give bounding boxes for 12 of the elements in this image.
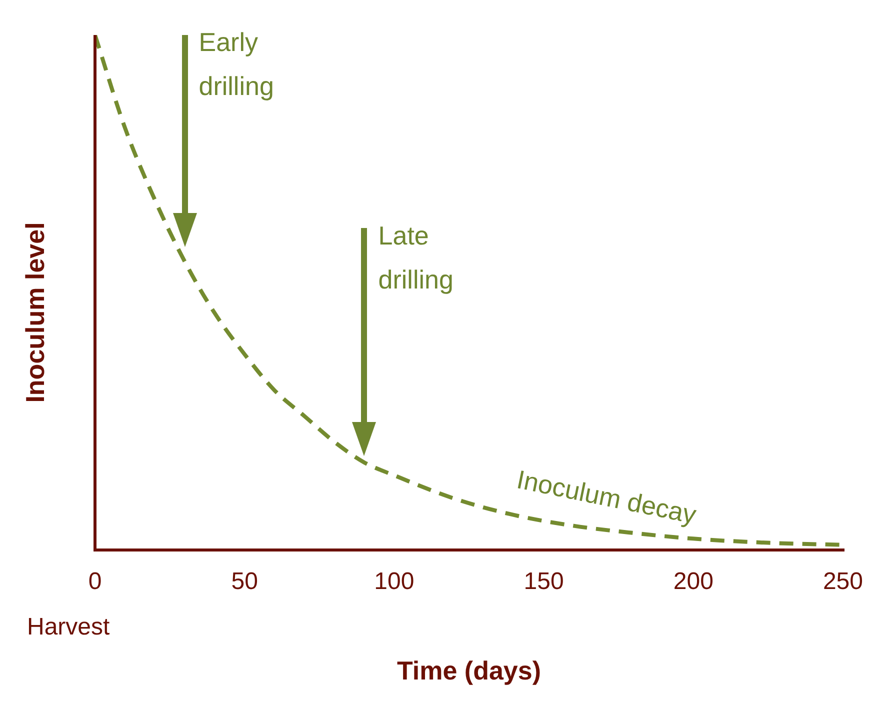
annotation: Late drilling	[378, 220, 454, 294]
x-axis-title: Time (days)	[396, 656, 541, 686]
text: Harvest	[27, 614, 110, 641]
x-tick-label: 250	[822, 568, 863, 596]
x-tick-label: 200	[673, 568, 714, 596]
x-tick-label: 50	[231, 568, 258, 596]
annotation: Inoculum decay	[514, 464, 699, 530]
y-axis-title: Inoculum level	[20, 222, 50, 403]
annotation: Early drilling	[198, 27, 274, 102]
x-tick-label: 150	[524, 568, 564, 596]
x-tick-label: 100	[374, 568, 414, 596]
x-tick-label: 0	[88, 568, 102, 596]
